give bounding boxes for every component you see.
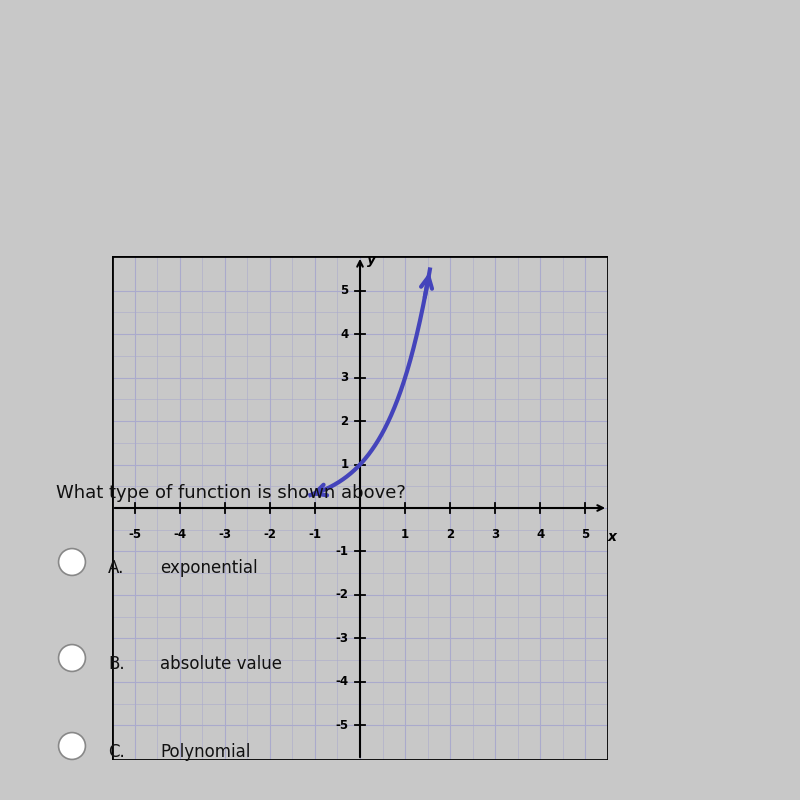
Text: 1: 1: [341, 458, 349, 471]
Text: 4: 4: [341, 328, 349, 341]
Text: C.: C.: [108, 742, 125, 761]
Text: absolute value: absolute value: [160, 654, 282, 673]
Circle shape: [58, 549, 86, 575]
Text: -4: -4: [173, 527, 186, 541]
Circle shape: [58, 645, 86, 671]
Text: What type of function is shown above?: What type of function is shown above?: [56, 484, 406, 502]
Text: -3: -3: [336, 632, 349, 645]
Text: 5: 5: [341, 284, 349, 298]
Text: -2: -2: [263, 527, 276, 541]
Text: -1: -1: [336, 545, 349, 558]
Text: 2: 2: [446, 527, 454, 541]
Circle shape: [58, 733, 86, 759]
Text: -1: -1: [309, 527, 322, 541]
Text: -2: -2: [336, 588, 349, 602]
Text: Polynomial: Polynomial: [160, 742, 250, 761]
Text: -5: -5: [128, 527, 141, 541]
Text: 2: 2: [341, 414, 349, 428]
Text: exponential: exponential: [160, 558, 258, 577]
Text: 1: 1: [401, 527, 409, 541]
Text: y: y: [366, 254, 376, 267]
Text: x: x: [608, 530, 617, 544]
Text: -4: -4: [336, 675, 349, 688]
Text: 4: 4: [536, 527, 545, 541]
Text: 3: 3: [341, 371, 349, 384]
Text: A.: A.: [108, 558, 124, 577]
Text: 3: 3: [491, 527, 499, 541]
Text: 5: 5: [582, 527, 590, 541]
Text: -5: -5: [336, 718, 349, 732]
Text: -3: -3: [218, 527, 231, 541]
Text: B.: B.: [108, 654, 125, 673]
